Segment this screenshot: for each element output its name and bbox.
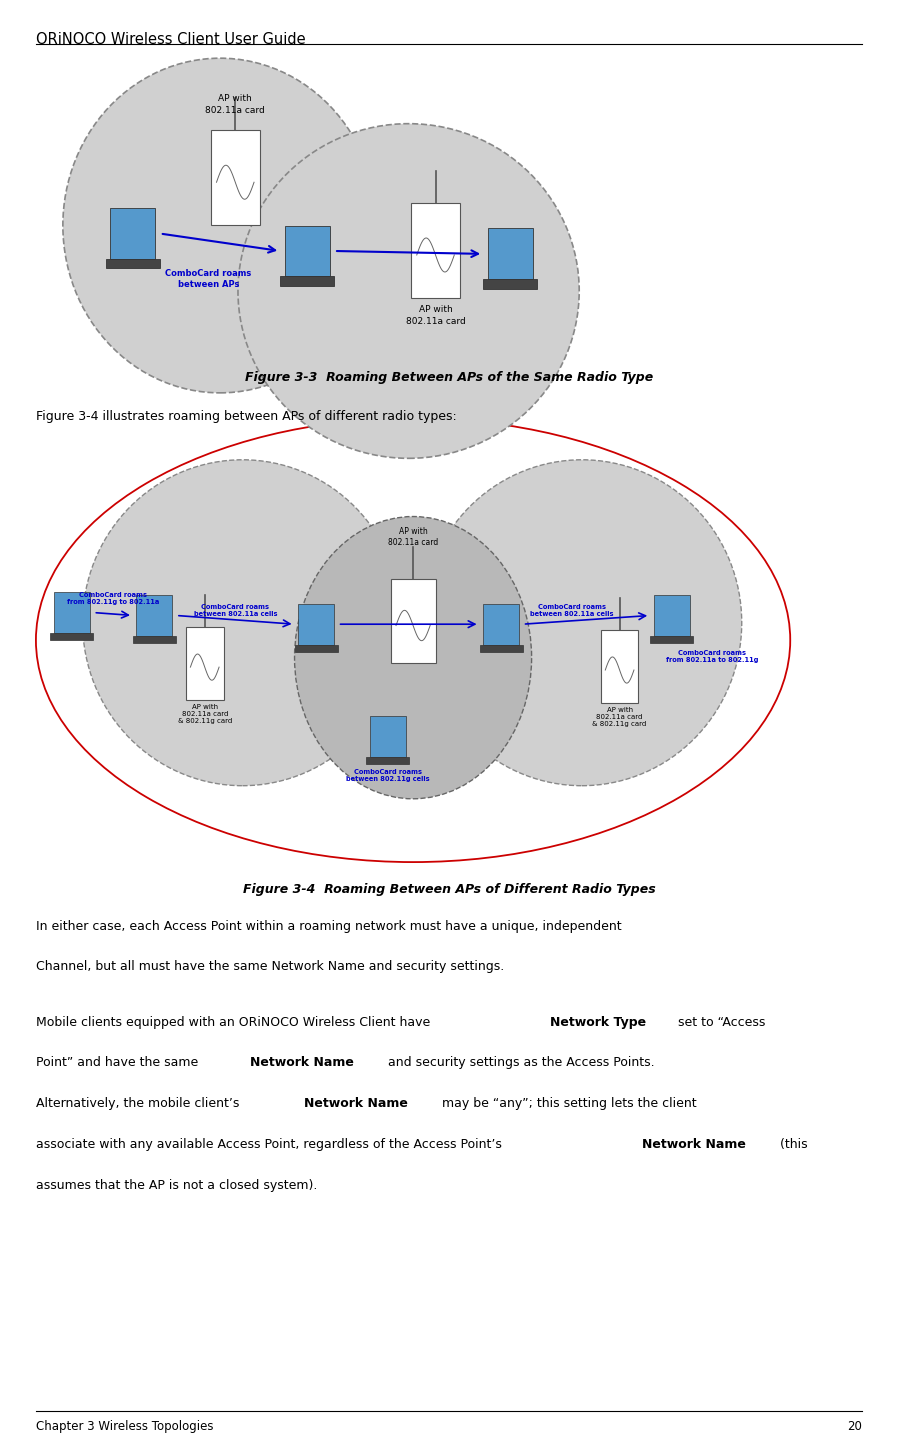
FancyBboxPatch shape <box>106 259 160 268</box>
Text: Figure 3-3  Roaming Between APs of the Same Radio Type: Figure 3-3 Roaming Between APs of the Sa… <box>245 371 653 384</box>
Ellipse shape <box>36 419 790 861</box>
FancyBboxPatch shape <box>650 636 693 643</box>
Text: set to “Access: set to “Access <box>674 1016 765 1029</box>
Ellipse shape <box>422 460 742 786</box>
Text: Alternatively, the mobile client’s: Alternatively, the mobile client’s <box>36 1097 243 1110</box>
Text: Network Name: Network Name <box>251 1056 355 1069</box>
FancyBboxPatch shape <box>50 633 93 640</box>
Text: ComboCard roams
between 802.11a cells: ComboCard roams between 802.11a cells <box>531 604 613 617</box>
Text: (this: (this <box>776 1138 808 1151</box>
Text: Figure 3-4 illustrates roaming between APs of different radio types:: Figure 3-4 illustrates roaming between A… <box>36 410 457 423</box>
FancyBboxPatch shape <box>285 226 330 276</box>
FancyBboxPatch shape <box>54 592 90 633</box>
FancyBboxPatch shape <box>136 595 172 636</box>
Text: 20: 20 <box>847 1420 862 1433</box>
Text: AP with
802.11a card: AP with 802.11a card <box>206 95 265 115</box>
FancyBboxPatch shape <box>654 595 690 636</box>
Text: Figure 3-4  Roaming Between APs of Different Radio Types: Figure 3-4 Roaming Between APs of Differ… <box>242 883 656 896</box>
FancyBboxPatch shape <box>133 636 176 643</box>
Ellipse shape <box>83 460 402 786</box>
FancyBboxPatch shape <box>480 645 523 652</box>
Text: Point” and have the same: Point” and have the same <box>36 1056 202 1069</box>
Text: In either case, each Access Point within a roaming network must have a unique, i: In either case, each Access Point within… <box>36 920 621 933</box>
Ellipse shape <box>295 517 532 799</box>
FancyBboxPatch shape <box>366 757 409 764</box>
Text: Network Type: Network Type <box>550 1016 646 1029</box>
FancyBboxPatch shape <box>295 645 338 652</box>
Text: ComboCard roams
from 802.11g to 802.11a: ComboCard roams from 802.11g to 802.11a <box>67 592 159 605</box>
Text: AP with
802.11a card: AP with 802.11a card <box>406 306 465 326</box>
Ellipse shape <box>63 58 377 393</box>
Text: ComboCard roams
between 802.11g cells: ComboCard roams between 802.11g cells <box>346 768 430 781</box>
Text: Network Name: Network Name <box>304 1097 408 1110</box>
Text: and security settings as the Access Points.: and security settings as the Access Poin… <box>384 1056 656 1069</box>
Text: assumes that the AP is not a closed system).: assumes that the AP is not a closed syst… <box>36 1179 317 1192</box>
Text: associate with any available Access Point, regardless of the Access Point’s: associate with any available Access Poin… <box>36 1138 506 1151</box>
Text: AP with
802.11a card: AP with 802.11a card <box>388 527 438 547</box>
Text: may be “any”; this setting lets the client: may be “any”; this setting lets the clie… <box>437 1097 696 1110</box>
FancyBboxPatch shape <box>186 627 224 700</box>
Text: Network Name: Network Name <box>642 1138 746 1151</box>
Text: AP with
802.11a card
& 802.11g card: AP with 802.11a card & 802.11g card <box>593 707 647 728</box>
FancyBboxPatch shape <box>370 716 406 757</box>
Text: ORiNOCO Wireless Client User Guide: ORiNOCO Wireless Client User Guide <box>36 32 305 47</box>
FancyBboxPatch shape <box>483 279 537 288</box>
FancyBboxPatch shape <box>110 208 155 259</box>
FancyBboxPatch shape <box>298 604 334 645</box>
Text: ComboCard roams
from 802.11a to 802.11g: ComboCard roams from 802.11a to 802.11g <box>666 650 758 663</box>
Text: Mobile clients equipped with an ORiNOCO Wireless Client have: Mobile clients equipped with an ORiNOCO … <box>36 1016 434 1029</box>
FancyBboxPatch shape <box>280 276 334 285</box>
FancyBboxPatch shape <box>483 604 519 645</box>
Text: Chapter 3 Wireless Topologies: Chapter 3 Wireless Topologies <box>36 1420 214 1433</box>
Ellipse shape <box>238 124 579 458</box>
FancyBboxPatch shape <box>410 202 460 298</box>
Text: AP with
802.11a card
& 802.11g card: AP with 802.11a card & 802.11g card <box>178 704 232 725</box>
FancyBboxPatch shape <box>601 630 638 703</box>
FancyBboxPatch shape <box>391 579 436 663</box>
Text: Channel, but all must have the same Network Name and security settings.: Channel, but all must have the same Netw… <box>36 960 504 973</box>
Text: ComboCard roams
between APs: ComboCard roams between APs <box>165 269 251 290</box>
Text: ComboCard roams
between 802.11a cells: ComboCard roams between 802.11a cells <box>194 604 277 617</box>
FancyBboxPatch shape <box>488 228 533 279</box>
FancyBboxPatch shape <box>210 131 260 224</box>
